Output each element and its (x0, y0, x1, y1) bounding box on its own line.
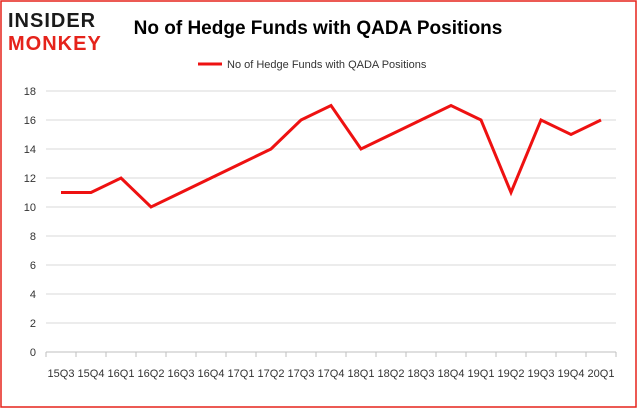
x-tick-label: 17Q4 (318, 368, 345, 380)
y-tick-label: 6 (30, 260, 36, 272)
y-tick-label: 10 (24, 202, 36, 214)
x-tick-label: 16Q1 (108, 368, 135, 380)
gridlines (46, 90, 616, 324)
chart-title: No of Hedge Funds with QADA Positions (134, 18, 503, 39)
x-axis-ticks: 15Q3 15Q4 16Q1 16Q2 16Q3 16Q4 17Q1 17Q2 17Q3 17Q4… (45, 352, 617, 380)
x-tick-label: 16Q4 (198, 368, 225, 380)
x-tick-label: 17Q2 (258, 368, 285, 380)
x-tick-label: 20Q1 (588, 368, 615, 380)
y-tick-label: 2 (30, 318, 36, 330)
logo-top-text: INSIDER (8, 10, 96, 32)
x-tick-label: 19Q4 (558, 368, 585, 380)
y-tick-label: 0 (30, 347, 36, 359)
x-tick-label: 17Q1 (228, 368, 255, 380)
y-axis-ticks: 0 2 4 6 8 10 12 14 16 18 (24, 86, 36, 359)
x-tick-label: 16Q2 (138, 368, 165, 380)
legend-label: No of Hedge Funds with QADA Positions (227, 59, 427, 71)
y-tick-label: 12 (24, 173, 36, 185)
y-tick-label: 14 (24, 144, 36, 156)
x-tick-label: 19Q3 (528, 368, 555, 380)
series-line-0 (61, 103, 602, 209)
series-line-group (61, 103, 602, 209)
x-tick-label: 18Q1 (348, 368, 375, 380)
x-tick-label: 17Q3 (288, 368, 315, 380)
x-tick-label: 16Q3 (168, 368, 195, 380)
x-tick-label: 15Q3 (48, 368, 75, 380)
x-tick-label: 19Q2 (498, 368, 525, 380)
y-tick-label: 18 (24, 86, 36, 98)
logo-bottom-text: MONKEY (8, 33, 102, 55)
legend: No of Hedge Funds with QADA Positions (198, 59, 427, 71)
x-tick-label: 18Q3 (408, 368, 435, 380)
x-tick-label: 18Q2 (378, 368, 405, 380)
y-tick-label: 16 (24, 115, 36, 127)
x-tick-label: 18Q4 (438, 368, 465, 380)
y-tick-label: 8 (30, 231, 36, 243)
x-tick-label: 15Q4 (78, 368, 105, 380)
insider-monkey-logo: INSIDER MONKEY (8, 10, 102, 55)
x-tick-label: 19Q1 (468, 368, 495, 380)
y-tick-label: 4 (30, 289, 36, 301)
